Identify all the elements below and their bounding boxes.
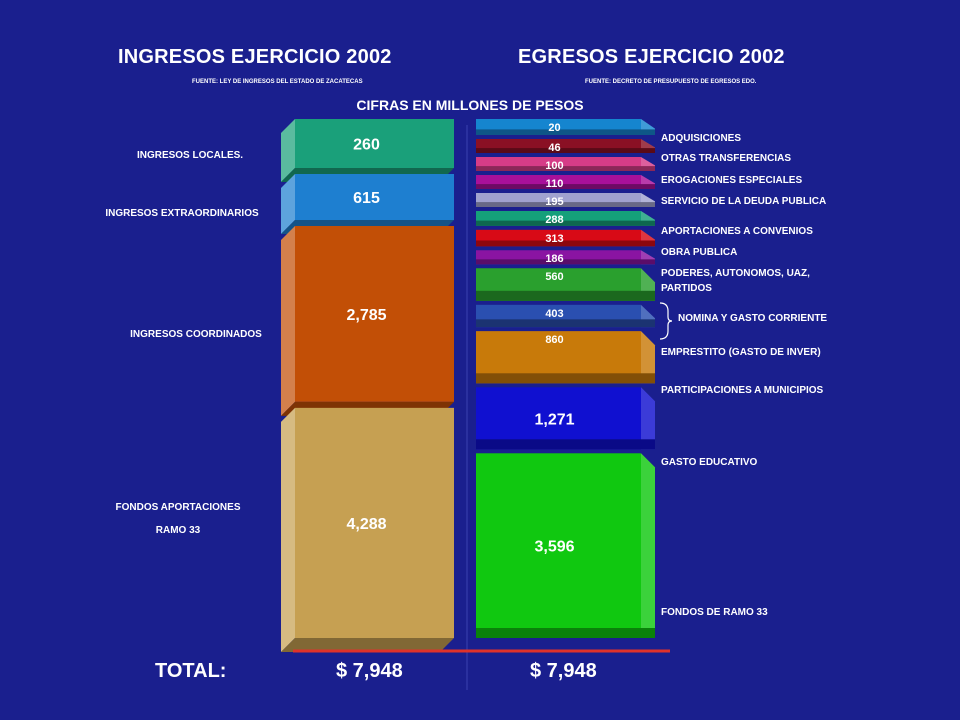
ingresos-bar-front: [295, 174, 454, 220]
total-label: TOTAL:: [155, 660, 227, 682]
egresos-value-label: 860: [545, 334, 563, 346]
total-egresos: $ 7,948: [530, 660, 597, 682]
egresos-value-label: 1,271: [534, 411, 574, 428]
egresos-bar-bottom: [476, 166, 655, 171]
egresos-bar-side: [641, 331, 655, 384]
egresos-bar-bottom: [476, 240, 655, 247]
egresos-bar-bottom: [476, 220, 655, 226]
bracket-icon: [659, 302, 673, 340]
egresos-category-label: NOMINA Y GASTO CORRIENTE: [678, 313, 827, 324]
egresos-category-label: FONDOS DE RAMO 33: [661, 607, 768, 618]
category-labels: INGRESOS LOCALES. INGRESOS EXTRAORDINARIO…: [105, 133, 827, 618]
egresos-source: FUENTE: DECRETO DE PRESUPUESTO DE EGRESO…: [585, 79, 757, 85]
ingresos-bar-ingresos-extraordinarios: 615: [281, 174, 454, 234]
ingresos-bar-side: [281, 226, 295, 416]
ingresos-value-label: 2,785: [346, 307, 386, 324]
ingresos-bar-side: [281, 407, 295, 652]
egresos-value-label: 46: [548, 142, 560, 154]
egresos-bar-side: [641, 453, 655, 638]
egresos-bar-participaciones-a-municipios: 860: [476, 331, 655, 384]
ingresos-category-label: RAMO 33: [156, 525, 201, 536]
ingresos-bar-front: [295, 407, 454, 638]
egresos-bar-front: [476, 453, 641, 638]
ingresos-value-label: 4,288: [346, 516, 386, 533]
ingresos-bar-side: [281, 174, 295, 234]
egresos-title: EGRESOS EJERCICIO 2002: [518, 46, 785, 68]
egresos-bar-bottom: [476, 373, 655, 384]
egresos-bar-servicio-de-la-deuda-publica: 110: [476, 175, 655, 190]
egresos-bar-obra-publica: 288: [476, 211, 655, 226]
egresos-value-label: 560: [545, 271, 563, 283]
chart-subtitle: CIFRAS EN MILLONES DE PESOS: [356, 97, 584, 113]
egresos-bar-bottom: [476, 184, 655, 189]
egresos-bar-poderes-autonomos-uaz-partidos: 313: [476, 229, 655, 247]
ingresos-bar-side: [281, 119, 295, 182]
ingresos-category-label: INGRESOS LOCALES.: [137, 150, 243, 161]
egresos-value-label: 100: [545, 160, 563, 172]
egresos-value-label: 110: [546, 178, 564, 190]
egresos-value-label: 186: [545, 253, 563, 265]
egresos-bar-bottom: [476, 319, 655, 328]
egresos-category-label: PARTIDOS: [661, 283, 712, 294]
ingresos-source: FUENTE: LEY DE INGRESOS DEL ESTADO DE ZA…: [192, 79, 363, 85]
egresos-bar-otras-transferencias: 46: [476, 139, 655, 154]
egresos-category-label: SERVICIO DE LA DEUDA PUBLICA: [661, 196, 826, 207]
egresos-bar-bottom: [476, 259, 655, 265]
egresos-bar-adquisiciones: 20: [476, 119, 655, 135]
egresos-stack: 20 46 100 110 195 288 313 186 560 403 860 1,271 3,59…: [476, 119, 655, 638]
ingresos-bar-ingresos-locales: 260: [281, 119, 454, 182]
egresos-category-label: EROGACIONES ESPECIALES: [661, 175, 802, 186]
total-ingresos: $ 7,948: [336, 660, 403, 682]
ingresos-category-label: FONDOS APORTACIONES: [115, 502, 240, 513]
egresos-bar-bottom: [476, 290, 655, 301]
ingresos-bar-front: [295, 226, 454, 402]
egresos-bar-bottom: [476, 129, 655, 135]
egresos-bar-bottom: [476, 148, 655, 153]
egresos-value-label: 288: [545, 214, 563, 226]
ingresos-bar-bottom: [281, 638, 454, 652]
egresos-category-label: EMPRESTITO (GASTO DE INVER): [661, 347, 821, 358]
egresos-category-label: PARTICIPACIONES A MUNICIPIOS: [661, 385, 824, 396]
egresos-value-label: 3,596: [534, 539, 574, 556]
egresos-bar-bottom: [476, 628, 655, 638]
egresos-bar-segment-8: 560: [476, 268, 655, 301]
egresos-bar-bottom: [476, 202, 655, 207]
egresos-bar-front: [476, 387, 641, 450]
ingresos-bar-front: [295, 119, 454, 168]
egresos-bar-side: [641, 387, 655, 450]
ingresos-value-label: 260: [353, 137, 380, 154]
egresos-value-label: 313: [545, 233, 563, 245]
egresos-value-label: 403: [545, 308, 563, 320]
egresos-bar-gasto-educativo: 1,271: [476, 387, 655, 450]
ingresos-category-label: INGRESOS COORDINADOS: [130, 329, 262, 340]
egresos-bar-segment-7: 186: [476, 250, 655, 265]
egresos-bar-aportaciones-a-convenios: 195: [476, 193, 655, 208]
egresos-value-label: 195: [545, 196, 563, 208]
egresos-category-label: APORTACIONES A CONVENIOS: [661, 226, 813, 237]
egresos-bar-bottom: [476, 439, 655, 450]
egresos-value-label: 20: [548, 122, 560, 134]
ingresos-title: INGRESOS EJERCICIO 2002: [118, 46, 392, 68]
egresos-category-label: OBRA PUBLICA: [661, 247, 737, 258]
ingresos-bar-fondos-aportaciones-ramo-33: 4,288: [281, 407, 454, 652]
ingresos-category-label: INGRESOS EXTRAORDINARIOS: [105, 208, 259, 219]
egresos-category-label: OTRAS TRANSFERENCIAS: [661, 153, 791, 164]
egresos-bar-erogaciones-especiales: 100: [476, 157, 655, 172]
egresos-category-label: ADQUISICIONES: [661, 133, 741, 144]
egresos-category-label: GASTO EDUCATIVO: [661, 457, 758, 468]
egresos-bar-fondos-de-ramo-33: 3,596: [476, 453, 655, 638]
egresos-category-label: PODERES, AUTONOMOS, UAZ,: [661, 268, 810, 279]
egresos-bar-emprestito-gasto-de-inver: 403: [476, 304, 655, 328]
ingresos-value-label: 615: [353, 190, 380, 207]
ingresos-bar-ingresos-coordinados: 2,785: [281, 226, 454, 416]
ingresos-stack: 260 615 2,785 4,288: [281, 119, 454, 652]
